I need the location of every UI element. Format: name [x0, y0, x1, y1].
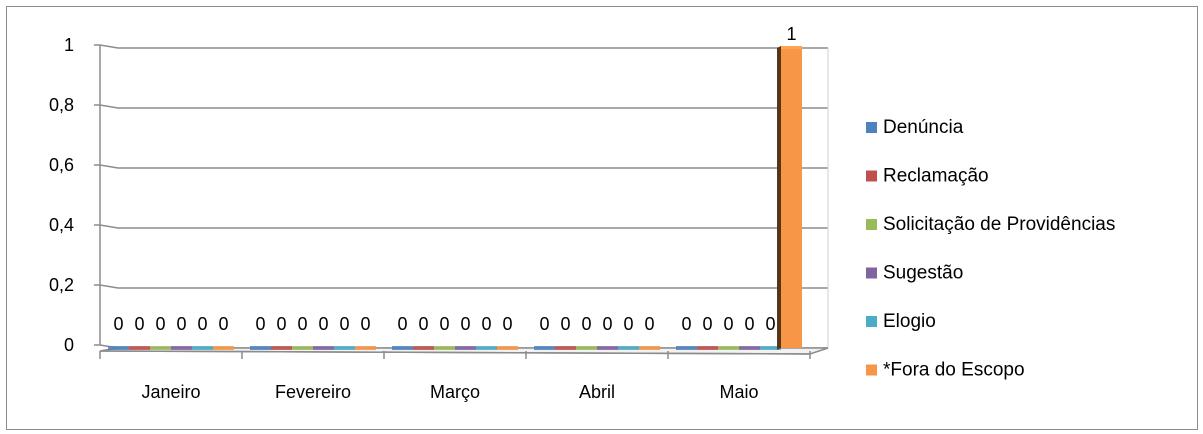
data-label: 0	[502, 314, 512, 334]
chart-frame	[6, 6, 1198, 430]
data-label: 0	[360, 314, 370, 334]
bar	[271, 346, 292, 350]
bar	[213, 346, 234, 350]
data-label: 0	[460, 314, 470, 334]
data-label: 0	[702, 314, 712, 334]
data-label: 0	[602, 314, 612, 334]
x-tick-label: Maio	[719, 382, 758, 402]
bar	[639, 346, 660, 350]
y-tick-label: 0,6	[49, 155, 74, 175]
data-labels: 0 0 0 0 0 0 0 0 0 0 0 0 0 0 0 0 0 0 0 0 0 0 0 0 0 0 0 0 01	[113, 24, 796, 334]
data-label: 0	[176, 314, 186, 334]
gridline	[99, 224, 828, 229]
x-tick-label: Março	[430, 382, 480, 402]
bar	[434, 346, 455, 350]
bar	[108, 346, 129, 350]
data-label: 0	[481, 314, 491, 334]
data-label: 0	[723, 314, 733, 334]
legend-label: Reclamação	[883, 166, 989, 187]
data-label: 0	[318, 314, 328, 334]
bar	[171, 346, 192, 350]
bar	[497, 346, 518, 350]
data-label: 0	[765, 314, 775, 334]
legend-label: Elogio	[883, 311, 936, 332]
bar-side	[777, 46, 781, 350]
data-label: 0	[418, 314, 428, 334]
data-label: 0	[218, 314, 228, 334]
data-label: 0	[539, 314, 549, 334]
bar	[576, 346, 597, 350]
legend-swatch	[866, 364, 877, 376]
legend-swatch	[866, 219, 877, 230]
data-label: 0	[276, 314, 286, 334]
gridline	[99, 44, 828, 49]
bar	[150, 346, 171, 350]
bar	[192, 346, 213, 350]
y-tick-label: 1	[64, 35, 74, 55]
legend-label: Solicitação de Providências	[883, 214, 1115, 235]
bar	[697, 346, 718, 350]
legend-swatch	[866, 316, 877, 327]
bar-top	[781, 46, 802, 49]
data-label: 0	[197, 314, 207, 334]
data-label: 0	[297, 314, 307, 334]
bar	[555, 346, 576, 350]
bar	[455, 346, 476, 350]
data-label: 0	[581, 314, 591, 334]
x-axis: Janeiro Fevereiro Março Abril Maio	[99, 350, 811, 402]
legend-label: Denúncia	[883, 117, 964, 138]
y-tick-label: 0,4	[49, 215, 74, 235]
legend: Denúncia Reclamação Solicitação de Providê…	[866, 117, 1115, 381]
x-axis-line	[99, 350, 811, 355]
bar	[676, 346, 697, 350]
bar	[760, 346, 781, 350]
bar	[413, 346, 434, 350]
data-label: 0	[623, 314, 633, 334]
bar	[618, 346, 639, 350]
bars	[108, 46, 802, 350]
data-label: 0	[397, 314, 407, 334]
gridlines	[99, 44, 829, 349]
y-tick-label: 0,8	[49, 95, 74, 115]
bar	[718, 346, 739, 350]
x-tick-label: Abril	[579, 382, 615, 402]
data-label: 0	[113, 314, 123, 334]
y-tick-label: 0	[64, 335, 74, 355]
y-tick-label: 0,2	[49, 275, 74, 295]
x-tick-label: Janeiro	[141, 382, 200, 402]
gridline	[99, 284, 828, 289]
data-label: 0	[644, 314, 654, 334]
bar	[313, 346, 334, 350]
legend-swatch	[866, 267, 877, 279]
data-label: 0	[339, 314, 349, 334]
bar	[534, 346, 555, 350]
y-axis: 0 0,2 0,4 0,6 0,8 1	[49, 35, 101, 355]
legend-label: *Fora do Escopo	[883, 360, 1025, 381]
bar	[392, 346, 413, 350]
bar	[355, 346, 376, 350]
bar	[781, 46, 802, 348]
bar	[739, 346, 760, 350]
data-label: 0	[155, 314, 165, 334]
legend-swatch	[866, 170, 877, 182]
bar	[334, 346, 355, 350]
gridline	[99, 104, 828, 109]
data-label: 1	[786, 24, 796, 44]
bar	[129, 346, 150, 350]
bar	[292, 346, 313, 350]
bar	[597, 346, 618, 350]
legend-label: Sugestão	[883, 263, 963, 284]
data-label: 0	[255, 314, 265, 334]
data-label: 0	[134, 314, 144, 334]
x-tick-label: Fevereiro	[275, 382, 351, 402]
data-label: 0	[560, 314, 570, 334]
bar	[250, 346, 271, 350]
data-label: 0	[439, 314, 449, 334]
data-label: 0	[681, 314, 691, 334]
bar	[476, 346, 497, 350]
data-label: 0	[744, 314, 754, 334]
legend-swatch	[866, 122, 877, 133]
gridline	[99, 164, 828, 169]
